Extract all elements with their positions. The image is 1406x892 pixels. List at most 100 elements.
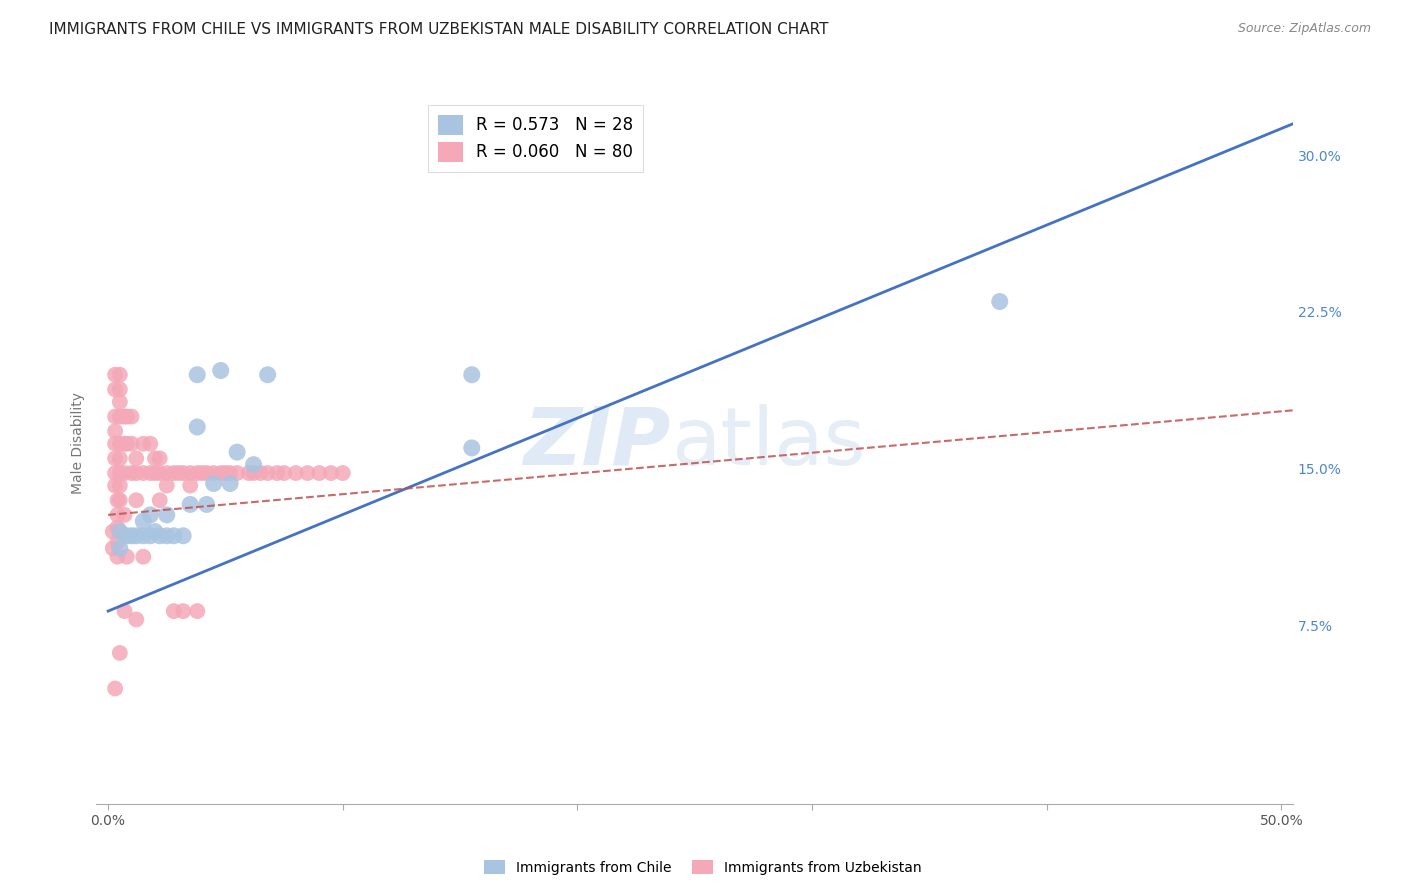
Point bbox=[125, 451, 148, 466]
Point bbox=[108, 493, 131, 508]
Point bbox=[249, 466, 271, 480]
Point bbox=[186, 368, 208, 382]
Point bbox=[242, 466, 264, 480]
Point bbox=[988, 294, 1011, 309]
Point bbox=[125, 529, 148, 543]
Point bbox=[308, 466, 330, 480]
Point bbox=[108, 478, 131, 492]
Point bbox=[101, 541, 124, 556]
Point bbox=[108, 646, 131, 660]
Point bbox=[219, 476, 242, 491]
Point bbox=[132, 514, 155, 528]
Point bbox=[104, 368, 127, 382]
Point bbox=[143, 451, 166, 466]
Point bbox=[101, 524, 124, 539]
Point bbox=[202, 476, 225, 491]
Point bbox=[114, 436, 136, 450]
Point bbox=[108, 368, 131, 382]
Point bbox=[139, 508, 162, 522]
Legend: R = 0.573   N = 28, R = 0.060   N = 80: R = 0.573 N = 28, R = 0.060 N = 80 bbox=[427, 104, 644, 172]
Point bbox=[186, 466, 208, 480]
Point bbox=[186, 420, 208, 434]
Point bbox=[461, 368, 484, 382]
Point bbox=[202, 466, 225, 480]
Text: ZIP: ZIP bbox=[523, 404, 671, 482]
Point bbox=[156, 478, 179, 492]
Point bbox=[108, 436, 131, 450]
Point bbox=[149, 529, 172, 543]
Point bbox=[115, 549, 138, 564]
Point bbox=[219, 466, 242, 480]
Point bbox=[121, 529, 143, 543]
Point bbox=[242, 458, 264, 472]
Point bbox=[132, 466, 155, 480]
Point bbox=[163, 604, 186, 618]
Point bbox=[179, 466, 201, 480]
Point bbox=[132, 529, 155, 543]
Point bbox=[108, 383, 131, 397]
Point bbox=[191, 466, 214, 480]
Point bbox=[172, 604, 194, 618]
Point bbox=[461, 441, 484, 455]
Point bbox=[209, 363, 232, 377]
Point bbox=[108, 524, 131, 539]
Text: atlas: atlas bbox=[671, 404, 865, 482]
Point bbox=[104, 478, 127, 492]
Point bbox=[297, 466, 319, 480]
Point bbox=[143, 524, 166, 539]
Point bbox=[132, 436, 155, 450]
Point bbox=[273, 466, 295, 480]
Point bbox=[319, 466, 342, 480]
Point bbox=[121, 466, 143, 480]
Point bbox=[104, 409, 127, 424]
Point bbox=[107, 508, 129, 522]
Point bbox=[167, 466, 190, 480]
Point bbox=[195, 497, 218, 511]
Point bbox=[114, 466, 136, 480]
Point bbox=[214, 466, 236, 480]
Point bbox=[179, 497, 201, 511]
Point bbox=[163, 466, 186, 480]
Point bbox=[107, 493, 129, 508]
Point bbox=[104, 383, 127, 397]
Point bbox=[107, 535, 129, 549]
Point bbox=[156, 466, 179, 480]
Legend: Immigrants from Chile, Immigrants from Uzbekistan: Immigrants from Chile, Immigrants from U… bbox=[478, 855, 928, 880]
Point bbox=[125, 612, 148, 626]
Point bbox=[226, 466, 249, 480]
Point bbox=[226, 445, 249, 459]
Point bbox=[156, 508, 179, 522]
Point bbox=[266, 466, 288, 480]
Text: Source: ZipAtlas.com: Source: ZipAtlas.com bbox=[1237, 22, 1371, 36]
Point bbox=[172, 529, 194, 543]
Point bbox=[104, 451, 127, 466]
Point bbox=[108, 409, 131, 424]
Point bbox=[125, 466, 148, 480]
Point bbox=[115, 436, 138, 450]
Point bbox=[104, 681, 127, 696]
Point bbox=[139, 529, 162, 543]
Point bbox=[143, 466, 166, 480]
Point bbox=[108, 451, 131, 466]
Point bbox=[107, 549, 129, 564]
Point bbox=[172, 466, 194, 480]
Point bbox=[121, 409, 143, 424]
Point bbox=[108, 541, 131, 556]
Point bbox=[139, 436, 162, 450]
Point bbox=[149, 466, 172, 480]
Point bbox=[115, 529, 138, 543]
Point bbox=[209, 466, 232, 480]
Point bbox=[108, 466, 131, 480]
Point bbox=[132, 549, 155, 564]
Point bbox=[139, 466, 162, 480]
Point bbox=[149, 451, 172, 466]
Point bbox=[104, 424, 127, 438]
Point bbox=[179, 478, 201, 492]
Point bbox=[256, 466, 278, 480]
Point bbox=[107, 520, 129, 534]
Text: IMMIGRANTS FROM CHILE VS IMMIGRANTS FROM UZBEKISTAN MALE DISABILITY CORRELATION : IMMIGRANTS FROM CHILE VS IMMIGRANTS FROM… bbox=[49, 22, 828, 37]
Point bbox=[163, 529, 186, 543]
Point bbox=[332, 466, 354, 480]
Point bbox=[114, 508, 136, 522]
Point bbox=[238, 466, 260, 480]
